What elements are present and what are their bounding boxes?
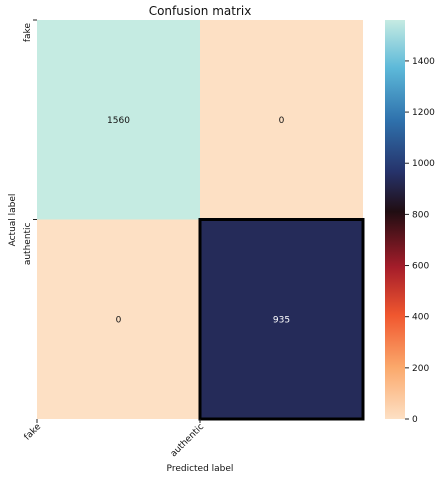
heatmap-cell-authentic-authentic: [198, 218, 365, 421]
cell-value-label: 1560: [107, 116, 130, 126]
y-axis: fake authentic: [23, 19, 37, 265]
heatmap-cell-fake-fake: [37, 20, 200, 220]
colorbar-axis: 0 200 400 600 800 1000 1200 1400: [405, 57, 435, 425]
cell-value-label: 0: [116, 315, 122, 325]
colorbar-tick-label: 1000: [412, 159, 435, 169]
colorbar-tick-label: 1400: [412, 57, 435, 67]
colorbar: [385, 20, 405, 419]
colorbar-tick-label: 1200: [412, 108, 435, 118]
colorbar-tick-label: 400: [412, 313, 429, 323]
x-tick-label: fake: [23, 422, 44, 443]
chart-title: Confusion matrix: [149, 4, 252, 18]
colorbar-tick-label: 0: [412, 415, 418, 425]
x-axis: fake authentic: [23, 419, 206, 459]
colorbar-tick-label: 200: [412, 364, 429, 374]
y-axis-label: Actual label: [8, 194, 18, 247]
x-axis-label: Predicted label: [167, 464, 234, 474]
heatmap-cell-fake-authentic: [200, 20, 363, 220]
x-tick-label: authentic: [169, 422, 206, 459]
heatmap-cell-authentic-fake: [37, 219, 200, 419]
heatmap-cells: [37, 20, 365, 421]
heatmap-cell-labels: 1560 0 0 935: [107, 116, 290, 326]
colorbar-tick-label: 800: [412, 210, 429, 220]
cell-value-label: 0: [279, 116, 285, 126]
cell-value-label: 935: [273, 315, 290, 325]
y-tick-label: authentic: [23, 222, 33, 265]
y-tick-label: fake: [23, 23, 33, 43]
colorbar-tick-label: 600: [412, 262, 429, 272]
